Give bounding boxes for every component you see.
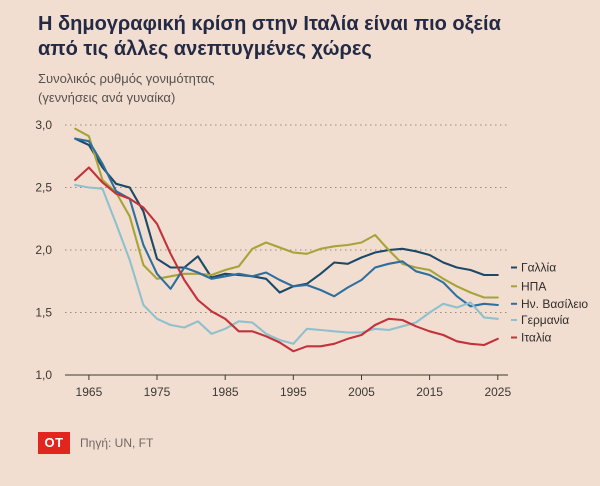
series-line-usa	[74, 127, 499, 299]
footer: OT Πηγή: UN, FT	[38, 431, 600, 454]
x-tick-label: 1975	[144, 385, 171, 399]
chart-header: Η δημογραφική κρίση στην Ιταλία είναι πι…	[38, 12, 600, 107]
series-label-italy: Ιταλία	[521, 330, 552, 344]
y-tick-label: 1,5	[35, 305, 52, 319]
series-label-france: Γαλλία	[521, 260, 556, 274]
x-tick-label: 1965	[76, 385, 103, 399]
page-title-line-2: από τις άλλες ανεπτυγμένες χώρες	[38, 38, 372, 61]
series-line-france	[74, 137, 499, 294]
series-line-uk	[74, 137, 499, 308]
fertility-chart: 1,0 1,5 2,0 2,5 3,0 1965 1975 1985 1995 2005 2015 2…	[35, 118, 588, 399]
series-label-germany: Γερμανία	[521, 313, 569, 327]
series-line-germany	[74, 183, 499, 345]
y-tick-label: 1,0	[35, 368, 52, 382]
source-text: Πηγή: UN, FT	[80, 435, 154, 450]
x-tick-label: 2015	[416, 385, 443, 399]
series-line-italy	[74, 166, 499, 353]
series-label-usa: ΗΠΑ	[521, 279, 546, 293]
page-title-line-1: Η δημογραφική κρίση στην Ιταλία είναι πι…	[38, 13, 501, 35]
x-tick-label: 1995	[280, 385, 307, 399]
y-tick-label: 2,0	[35, 243, 52, 257]
y-tick-label: 3,0	[35, 118, 52, 132]
chart-subtitle-line-2: (γεννήσεις ανά γυναίκα)	[38, 89, 176, 105]
chart-subtitle: Συνολικός ρυθμός γονιμότητας (γεννήσεις …	[38, 70, 600, 106]
series-label-uk: Ην. Βασίλειο	[521, 297, 588, 311]
x-tick-label: 2005	[348, 385, 375, 399]
y-tick-label: 2,5	[35, 180, 52, 194]
ot-logo: OT	[38, 431, 70, 454]
x-tick-label: 1985	[212, 385, 239, 399]
x-tick-label: 2025	[484, 385, 511, 399]
chart-area: 1,0 1,5 2,0 2,5 3,0 1965 1975 1985 1995 2005 2015 2…	[0, 111, 600, 416]
page-title: Η δημογραφική κρίση στην Ιταλία είναι πι…	[38, 12, 583, 62]
chart-subtitle-line-1: Συνολικός ρυθμός γονιμότητας	[38, 71, 215, 87]
